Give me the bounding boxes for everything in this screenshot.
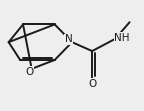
- Text: N: N: [65, 34, 72, 44]
- Text: NH: NH: [114, 33, 130, 43]
- Text: O: O: [88, 79, 96, 89]
- Text: O: O: [25, 67, 34, 77]
